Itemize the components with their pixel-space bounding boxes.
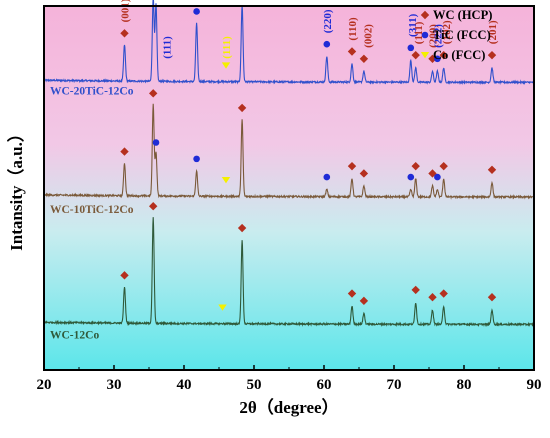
peak-marker-wc (487, 165, 497, 174)
x-tick-label: 50 (247, 377, 262, 393)
peak-marker-wc (428, 54, 437, 63)
peak-label: (201) (487, 20, 499, 44)
peak-marker-wc (120, 29, 129, 38)
series-label: WC-12Co (50, 330, 99, 342)
peak-marker-wc (149, 202, 158, 211)
series-layer (43, 0, 535, 328)
peak-marker-wc (237, 223, 247, 233)
peak-marker-tic (193, 8, 200, 15)
peak-marker-wc (428, 293, 437, 302)
peak-label: (222) (432, 24, 444, 48)
peak-marker-co (221, 62, 231, 69)
peak-marker-wc (347, 47, 357, 56)
peak-marker-wc (487, 293, 497, 302)
series-line-2 (43, 103, 535, 200)
peak-marker-wc (120, 147, 129, 156)
peak-label: (220) (322, 9, 334, 33)
peak-marker-tic (323, 40, 331, 48)
x-tick-label: 90 (527, 377, 542, 393)
peak-label: (002) (362, 24, 374, 48)
peak-marker-wc (439, 161, 448, 171)
peak-label: (200) (192, 0, 204, 1)
legend-label: Co (FCC) (433, 48, 485, 62)
x-tick-label: 20 (37, 377, 52, 393)
peak-marker-tic (152, 139, 160, 146)
peak-marker-wc (411, 50, 420, 60)
peak-marker-wc (359, 296, 369, 306)
peak-label: (110) (347, 17, 359, 41)
series-label: WC-10TiC-12Co (50, 204, 134, 216)
x-axis: 20 30 40 50 60 70 80 90 (37, 365, 542, 393)
legend-marker-tic (421, 31, 429, 39)
peak-label: (311) (407, 13, 419, 37)
legend: WC (HCP) TiC (FCC) Co (FCC) (420, 8, 492, 62)
peak-label: (200) (428, 24, 440, 48)
peak-marker-co (218, 304, 227, 311)
legend-marker-co (420, 52, 430, 59)
peak-marker-co (221, 177, 231, 184)
peak-marker-wc (487, 50, 497, 60)
label-layer: WC-20TiC-12Co(001)(100)(111)(200)(111)(1… (50, 0, 499, 342)
series-line-3 (43, 217, 535, 328)
x-tick-label: 40 (177, 377, 192, 393)
peak-marker-tic (434, 55, 441, 63)
peak-label: (001) (120, 0, 132, 22)
peak-marker-tic (407, 44, 415, 52)
peak-label: (102) (441, 20, 453, 44)
peak-marker-wc (347, 289, 357, 298)
y-axis-title: Intansity（a.u.） (6, 125, 26, 251)
series-line-1 (43, 0, 535, 86)
peak-label: (111) (413, 21, 425, 44)
peak-marker-wc (439, 50, 448, 60)
x-axis-title: 2θ（degree） (239, 397, 338, 417)
x-tick-label: 60 (317, 377, 332, 393)
peak-marker-tic (323, 173, 331, 181)
peak-marker-tic (407, 173, 415, 181)
peak-marker-wc (411, 285, 420, 295)
peak-marker-wc (359, 169, 369, 178)
legend-label: WC (HCP) (433, 8, 492, 22)
peak-label: (111) (162, 36, 174, 59)
peak-label: (111) (221, 36, 233, 59)
x-tick-label: 30 (107, 377, 122, 393)
x-tick-label: 70 (387, 377, 402, 393)
peak-marker-wc (359, 54, 369, 63)
peak-marker-tic (193, 155, 200, 163)
marker-layer (120, 8, 497, 311)
series-label: WC-20TiC-12Co (50, 85, 134, 97)
peak-marker-wc (347, 161, 357, 171)
legend-label: TiC (FCC) (433, 28, 491, 42)
x-tick-label: 80 (457, 377, 472, 393)
peak-marker-wc (120, 271, 129, 280)
peak-marker-wc (237, 103, 247, 113)
peak-marker-wc (149, 89, 158, 98)
peak-marker-wc (411, 161, 420, 171)
peak-marker-wc (428, 169, 437, 178)
peak-marker-tic (434, 173, 441, 181)
legend-marker-wc (420, 10, 430, 20)
peak-marker-wc (439, 289, 448, 298)
